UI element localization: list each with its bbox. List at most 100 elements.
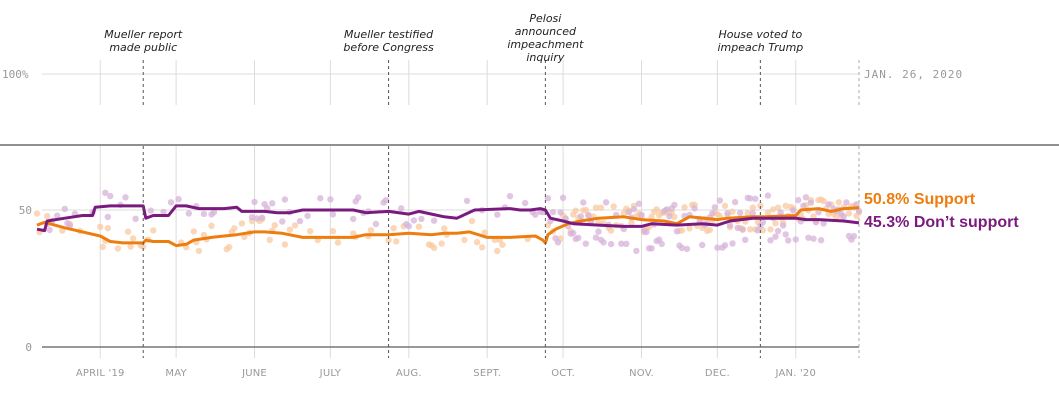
poll-dot	[678, 244, 686, 252]
poll-dot	[398, 205, 405, 212]
poll-dot	[210, 209, 218, 216]
poll-dot	[269, 200, 276, 207]
poll-dot	[759, 219, 767, 226]
poll-dot	[367, 227, 375, 234]
poll-dot	[833, 214, 840, 221]
poll-dot	[281, 196, 289, 203]
event-annotation: impeachment	[507, 38, 584, 51]
poll-dot	[742, 236, 749, 243]
x-tick-label: APRIL '19	[76, 368, 125, 379]
poll-dot	[350, 215, 357, 223]
poll-dot	[714, 244, 721, 251]
poll-dot	[43, 212, 51, 220]
poll-dot	[820, 197, 827, 205]
event-annotation: House voted to	[718, 28, 802, 41]
poll-dot	[200, 210, 208, 218]
poll-dot	[147, 207, 154, 214]
poll-dot	[779, 222, 787, 229]
poll-dot	[772, 220, 779, 227]
poll-dot	[817, 237, 825, 244]
poll-dot	[777, 209, 784, 216]
x-tick-label: DEC.	[705, 368, 730, 379]
poll-dot	[468, 217, 476, 225]
event-annotation: announced	[515, 25, 577, 38]
support-end-label: 50.8% Support	[864, 191, 976, 208]
poll-dot	[628, 219, 635, 226]
poll-dot	[258, 214, 266, 221]
poll-dot	[286, 226, 294, 233]
poll-dot	[754, 227, 761, 234]
poll-dot	[355, 194, 362, 201]
poll-dot	[114, 245, 122, 252]
poll-dot	[774, 227, 782, 235]
poll-dot	[304, 212, 311, 219]
poll-dot	[835, 199, 842, 206]
poll-dot	[602, 199, 610, 206]
poll-dot	[438, 240, 445, 247]
poll-dot	[532, 211, 539, 218]
poll-dot	[473, 239, 481, 246]
poll-dot	[585, 212, 592, 219]
poll-dot	[843, 199, 850, 206]
poll-dot	[643, 228, 650, 236]
poll-dot	[307, 228, 314, 235]
poll-dot	[635, 200, 643, 207]
event-annotation: made public	[109, 41, 177, 54]
x-tick-label: JUNE	[241, 368, 267, 379]
poll-dot	[769, 206, 777, 213]
poll-dot	[734, 224, 741, 232]
poll-dot	[549, 208, 557, 216]
poll-dot	[238, 220, 246, 227]
poll-dot	[618, 240, 625, 247]
poll-dot	[731, 198, 739, 206]
poll-dot	[393, 238, 400, 245]
poll-dot	[699, 241, 706, 249]
poll-dot	[663, 206, 670, 213]
poll-dot	[782, 202, 789, 209]
poll-dot	[736, 209, 744, 217]
poll-dot	[681, 204, 688, 211]
poll-dot	[592, 234, 600, 241]
poll-dot	[127, 243, 134, 250]
poll-dot	[296, 217, 304, 225]
poll-dot	[329, 228, 337, 235]
x-tick-label: NOV.	[629, 368, 654, 379]
poll-dot	[494, 211, 501, 218]
poll-dot	[251, 198, 258, 206]
poll-dot	[671, 213, 678, 221]
poll-dot	[600, 239, 607, 246]
poll-dot	[327, 196, 334, 203]
poll-dot	[592, 204, 600, 211]
poll-dot	[716, 197, 724, 204]
poll-dot	[623, 240, 630, 247]
poll-dot	[195, 247, 203, 255]
date-label: JAN. 26, 2020	[864, 68, 963, 81]
poll-dot	[208, 222, 215, 229]
poll-dot	[653, 206, 660, 213]
poll-dot	[726, 222, 734, 229]
poll-dot	[673, 228, 681, 235]
poll-dot	[782, 231, 789, 238]
poll-dot	[767, 226, 774, 233]
poll-dot	[506, 193, 514, 200]
poll-dot	[802, 194, 810, 201]
poll-dot	[747, 226, 754, 233]
poll-dot	[279, 218, 286, 225]
event-annotation: inquiry	[526, 51, 565, 64]
poll-dot	[372, 220, 380, 228]
y-tick-label: 0	[25, 341, 32, 354]
poll-dot	[61, 205, 68, 213]
x-tick-label: JAN. '20	[775, 368, 817, 379]
poll-dot	[807, 199, 815, 206]
poll-dot	[281, 241, 289, 248]
poll-dot	[683, 245, 691, 253]
poll-dot	[709, 210, 716, 217]
x-tick-label: JULY	[319, 368, 342, 379]
poll-dot	[430, 217, 438, 224]
poll-dot	[385, 237, 392, 244]
poll-dot	[607, 227, 615, 234]
poll-dot	[461, 236, 468, 244]
poll-dot	[33, 210, 41, 217]
poll-dot	[595, 228, 602, 235]
